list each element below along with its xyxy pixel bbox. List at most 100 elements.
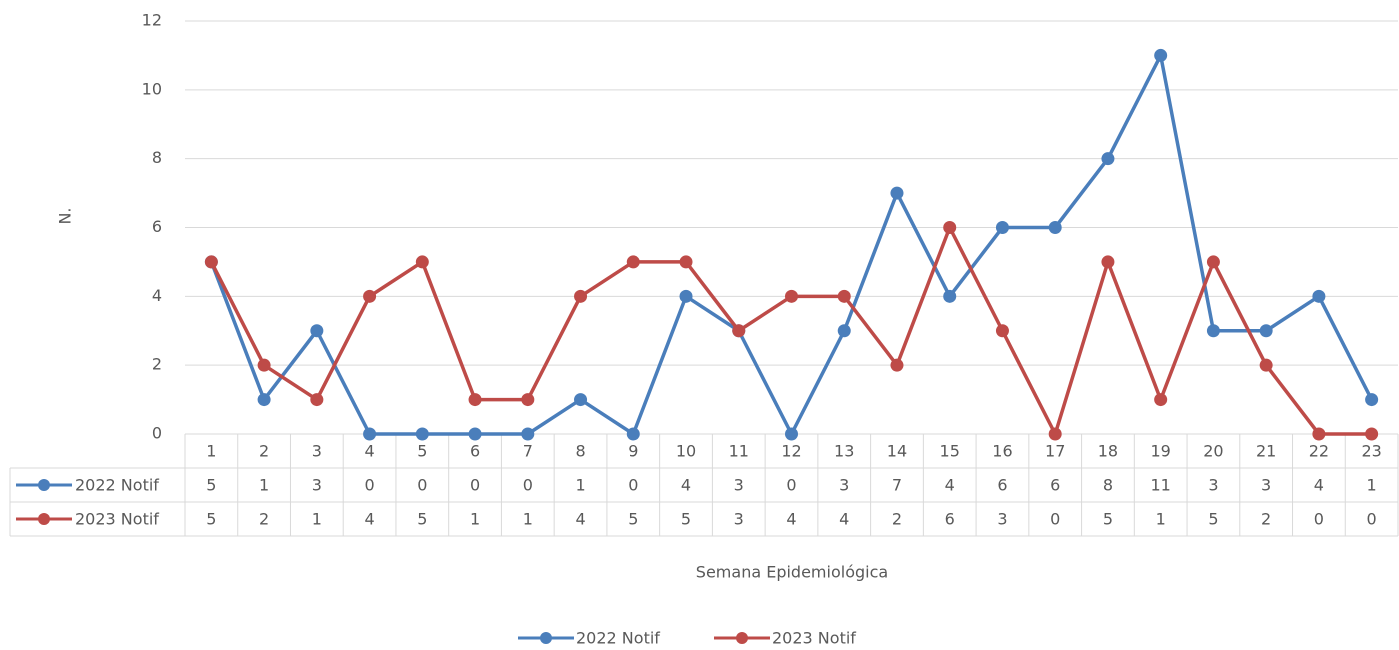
table-value: 0: [1314, 510, 1324, 529]
y-tick-label: 0: [152, 424, 162, 443]
data-point: [468, 393, 482, 407]
x-tick-label: 13: [834, 442, 854, 461]
data-point: [574, 393, 588, 407]
data-point: [890, 186, 904, 200]
table-row-header: 2022 Notif: [75, 476, 159, 495]
table-value: 2: [892, 510, 902, 529]
table-value: 4: [364, 510, 374, 529]
table-value: 3: [839, 476, 849, 495]
data-point: [626, 255, 640, 269]
data-point: [1259, 358, 1273, 372]
data-point: [415, 255, 429, 269]
table-value: 3: [997, 510, 1007, 529]
data-point: [521, 427, 535, 441]
data-point: [1048, 427, 1062, 441]
data-point: [363, 289, 377, 303]
y-tick-label: 8: [152, 148, 162, 167]
table-value: 5: [1103, 510, 1113, 529]
x-tick-label: 12: [781, 442, 801, 461]
x-tick-label: 3: [312, 442, 322, 461]
table-value: 3: [1208, 476, 1218, 495]
x-tick-label: 17: [1045, 442, 1065, 461]
data-point: [1206, 255, 1220, 269]
y-axis-label: N.: [56, 207, 75, 224]
table-value: 3: [734, 476, 744, 495]
x-tick-label: 20: [1203, 442, 1223, 461]
data-point: [1312, 427, 1326, 441]
data-point: [943, 221, 957, 234]
x-tick-label: 18: [1098, 442, 1118, 461]
series-line: [209, 225, 1372, 436]
y-tick-label: 12: [142, 11, 162, 30]
table-value: 5: [628, 510, 638, 529]
data-point: [1101, 255, 1115, 269]
table-value: 6: [997, 476, 1007, 495]
data-point: [257, 393, 271, 407]
legend-label: 2022 Notif: [576, 629, 660, 648]
data-point: [1259, 324, 1273, 338]
x-tick-label: 5: [417, 442, 427, 461]
table-value: 3: [312, 476, 322, 495]
table-value: 0: [364, 476, 374, 495]
table-value: 2: [259, 510, 269, 529]
table-value: 0: [470, 476, 480, 495]
data-point: [1154, 48, 1168, 62]
data-point: [310, 393, 324, 407]
data-point: [837, 324, 851, 338]
table-value: 0: [1367, 510, 1377, 529]
data-point: [363, 427, 377, 441]
y-tick-label: 2: [152, 355, 162, 374]
data-point: [415, 427, 429, 441]
table-value: 0: [628, 476, 638, 495]
data-point: [995, 324, 1009, 338]
x-tick-label: 7: [523, 442, 533, 461]
table-value: 1: [523, 510, 533, 529]
data-point: [890, 358, 904, 372]
legend-marker: [736, 632, 748, 644]
table-value: 0: [417, 476, 427, 495]
table-value: 4: [1314, 476, 1324, 495]
x-axis-label: Semana Epidemiológica: [696, 563, 888, 582]
data-point: [679, 289, 693, 303]
table-value: 7: [892, 476, 902, 495]
data-point: [943, 289, 957, 303]
data-point: [1312, 289, 1326, 303]
table-value: 5: [417, 510, 427, 529]
table-value: 5: [681, 510, 691, 529]
data-point: [1101, 152, 1115, 166]
data-point: [1365, 427, 1379, 441]
y-tick-label: 4: [152, 286, 162, 305]
x-tick-label: 15: [940, 442, 960, 461]
x-tick-label: 21: [1256, 442, 1276, 461]
table-value: 3: [1261, 476, 1271, 495]
data-point: [1206, 324, 1220, 338]
data-point: [837, 289, 851, 303]
data-point: [1048, 221, 1062, 234]
legend-label: 2023 Notif: [772, 629, 856, 648]
data-point: [1365, 393, 1379, 407]
legend-marker: [540, 632, 552, 644]
x-tick-label: 16: [992, 442, 1012, 461]
table-value: 1: [1156, 510, 1166, 529]
x-tick-label: 6: [470, 442, 480, 461]
data-point: [521, 393, 535, 407]
data-point: [257, 358, 271, 372]
table-value: 3: [734, 510, 744, 529]
y-tick-label: 6: [152, 217, 162, 236]
table-value: 4: [945, 476, 955, 495]
x-tick-label: 9: [628, 442, 638, 461]
data-point: [468, 427, 482, 441]
table-value: 6: [945, 510, 955, 529]
table-value: 1: [1367, 476, 1377, 495]
table-value: 0: [786, 476, 796, 495]
table-value: 5: [1208, 510, 1218, 529]
x-tick-label: 2: [259, 442, 269, 461]
x-tick-label: 10: [676, 442, 696, 461]
x-tick-label: 8: [575, 442, 585, 461]
table-value: 4: [839, 510, 849, 529]
x-tick-label: 11: [729, 442, 749, 461]
x-tick-label: 14: [887, 442, 907, 461]
table-value: 1: [259, 476, 269, 495]
x-tick-label: 1: [206, 442, 216, 461]
